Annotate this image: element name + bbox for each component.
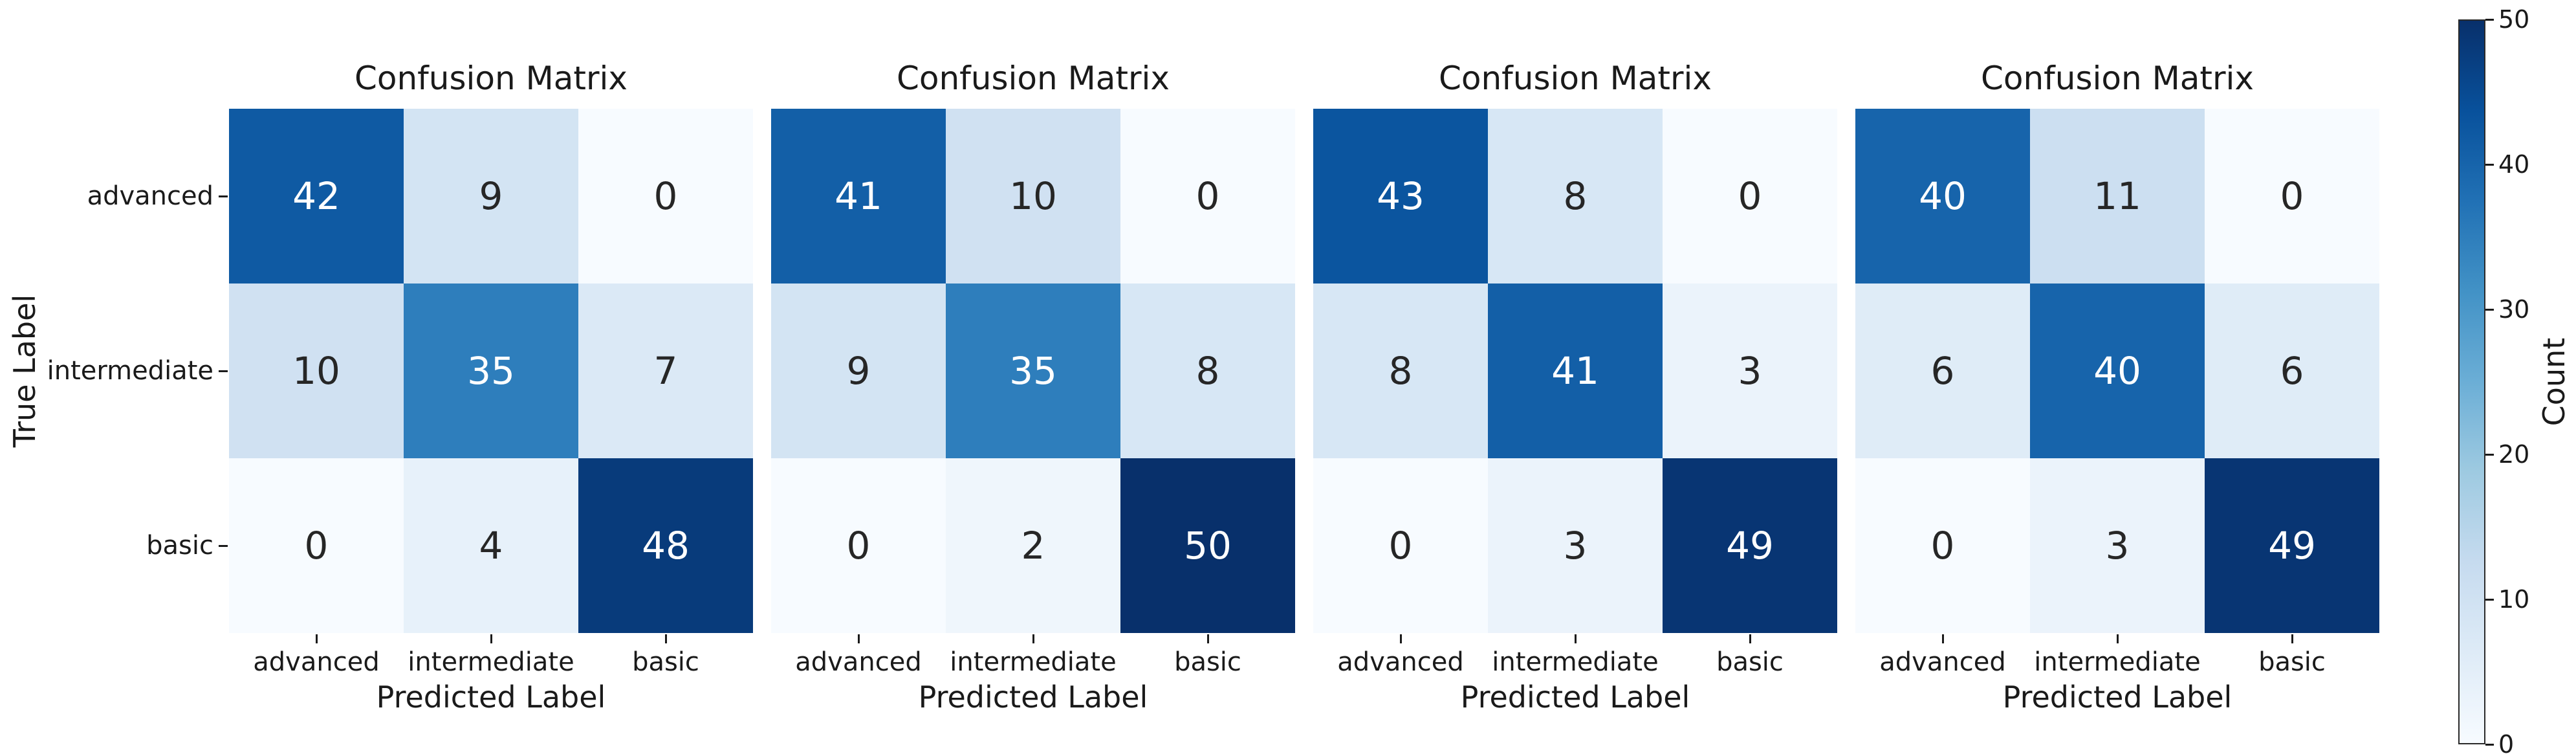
- colorbar-gradient: [2458, 19, 2485, 744]
- colorbar-tick-label: 40: [2498, 150, 2530, 179]
- heatmap-cell: 10: [946, 109, 1120, 284]
- heatmap-cell: 0: [1855, 458, 2030, 633]
- x-tick-label: basic: [1174, 647, 1241, 677]
- chart-title: Confusion Matrix: [1980, 60, 2254, 97]
- heatmap-cell: 3: [1488, 458, 1663, 633]
- x-tick-label: basic: [1716, 647, 1784, 677]
- y-tick-mark: [219, 544, 228, 547]
- x-tick-mark: [315, 634, 318, 643]
- x-tick-mark: [1032, 634, 1034, 643]
- confusion-matrix-panel-1: Confusion Matrix 42 9 0 10 35 7 0 4 48 advanced int…: [229, 0, 753, 756]
- heatmap-cell: 8: [1313, 284, 1488, 458]
- heatmap-grid: 40 11 0 6 40 6 0 3 49: [1855, 109, 2379, 633]
- heatmap-cell: 43: [1313, 109, 1488, 284]
- y-axis-label: True Label: [7, 294, 42, 448]
- x-tick-label: basic: [2258, 647, 2326, 677]
- x-tick-mark: [664, 634, 667, 643]
- colorbar-tick-mark: [2485, 743, 2494, 746]
- chart-title: Confusion Matrix: [896, 60, 1170, 97]
- heatmap-cell: 35: [946, 284, 1120, 458]
- heatmap-cell: 0: [229, 458, 404, 633]
- colorbar-tick-mark: [2485, 18, 2494, 21]
- y-tick-mark: [219, 370, 228, 372]
- x-tick-label: advanced: [253, 647, 380, 677]
- colorbar-tick-label: 50: [2498, 5, 2530, 34]
- colorbar-tick-label: 0: [2498, 730, 2515, 756]
- colorbar-tick-label: 10: [2498, 585, 2530, 614]
- x-tick-mark: [1941, 634, 1944, 643]
- chart-title: Confusion Matrix: [354, 60, 628, 97]
- colorbar-tick-mark: [2485, 308, 2494, 311]
- heatmap-cell: 50: [1120, 458, 1295, 633]
- x-tick-mark: [1206, 634, 1209, 643]
- heatmap-cell: 0: [2205, 109, 2379, 284]
- x-tick-label: advanced: [1337, 647, 1464, 677]
- colorbar-tick-mark: [2485, 598, 2494, 601]
- heatmap-cell: 3: [1663, 284, 1837, 458]
- y-tick-label: advanced: [87, 181, 213, 211]
- heatmap-cell: 9: [771, 284, 946, 458]
- heatmap-cell: 41: [771, 109, 946, 284]
- x-tick-mark: [490, 634, 492, 643]
- colorbar-tick-mark: [2485, 453, 2494, 456]
- x-tick-label: intermediate: [408, 647, 574, 677]
- heatmap-cell: 10: [229, 284, 404, 458]
- heatmap-cell: 0: [1663, 109, 1837, 284]
- x-tick-mark: [1749, 634, 1751, 643]
- heatmap-cell: 4: [404, 458, 578, 633]
- x-axis-label: Predicted Label: [918, 680, 1148, 715]
- heatmap-cell: 42: [229, 109, 404, 284]
- x-tick-label: intermediate: [950, 647, 1117, 677]
- heatmap-grid: 42 9 0 10 35 7 0 4 48: [229, 109, 753, 633]
- heatmap-cell: 6: [2205, 284, 2379, 458]
- colorbar-tick-mark: [2485, 163, 2494, 166]
- heatmap-cell: 8: [1488, 109, 1663, 284]
- heatmap-grid: 43 8 0 8 41 3 0 3 49: [1313, 109, 1837, 633]
- colorbar-tick-label: 30: [2498, 295, 2530, 324]
- heatmap-cell: 11: [2030, 109, 2205, 284]
- heatmap-cell: 0: [771, 458, 946, 633]
- heatmap-cell: 6: [1855, 284, 2030, 458]
- chart-title: Confusion Matrix: [1438, 60, 1712, 97]
- colorbar-tick-label: 20: [2498, 440, 2530, 469]
- heatmap-cell: 0: [1120, 109, 1295, 284]
- x-tick-label: advanced: [1879, 647, 2006, 677]
- x-tick-mark: [2291, 634, 2293, 643]
- confusion-matrix-panel-2: Confusion Matrix 41 10 0 9 35 8 0 2 50 advanced int…: [771, 0, 1295, 756]
- x-tick-mark: [857, 634, 860, 643]
- confusion-matrix-panel-4: Confusion Matrix 40 11 0 6 40 6 0 3 49 advanced int…: [1855, 0, 2379, 756]
- heatmap-cell: 35: [404, 284, 578, 458]
- heatmap-cell: 2: [946, 458, 1120, 633]
- heatmap-cell: 3: [2030, 458, 2205, 633]
- heatmap-cell: 40: [2030, 284, 2205, 458]
- y-tick-label: basic: [146, 531, 213, 561]
- colorbar-label: Count: [2537, 337, 2571, 427]
- y-tick-mark: [219, 195, 228, 197]
- x-tick-mark: [2116, 634, 2119, 643]
- x-tick-mark: [1399, 634, 1402, 643]
- heatmap-cell: 49: [1663, 458, 1837, 633]
- heatmap-cell: 7: [578, 284, 753, 458]
- x-axis-label: Predicted Label: [376, 680, 606, 715]
- x-tick-mark: [1574, 634, 1577, 643]
- heatmap-grid: 41 10 0 9 35 8 0 2 50: [771, 109, 1295, 633]
- x-tick-label: intermediate: [1492, 647, 1659, 677]
- x-tick-label: basic: [632, 647, 699, 677]
- heatmap-cell: 0: [1313, 458, 1488, 633]
- x-axis-label: Predicted Label: [2002, 680, 2232, 715]
- heatmap-cell: 49: [2205, 458, 2379, 633]
- x-tick-label: advanced: [795, 647, 922, 677]
- heatmap-cell: 8: [1120, 284, 1295, 458]
- heatmap-cell: 41: [1488, 284, 1663, 458]
- confusion-matrix-panel-3: Confusion Matrix 43 8 0 8 41 3 0 3 49 advanced inte…: [1313, 0, 1837, 756]
- x-tick-label: intermediate: [2034, 647, 2201, 677]
- y-tick-label: intermediate: [47, 356, 213, 386]
- x-axis-label: Predicted Label: [1460, 680, 1690, 715]
- heatmap-cell: 40: [1855, 109, 2030, 284]
- heatmap-cell: 0: [578, 109, 753, 284]
- heatmap-cell: 48: [578, 458, 753, 633]
- heatmap-cell: 9: [404, 109, 578, 284]
